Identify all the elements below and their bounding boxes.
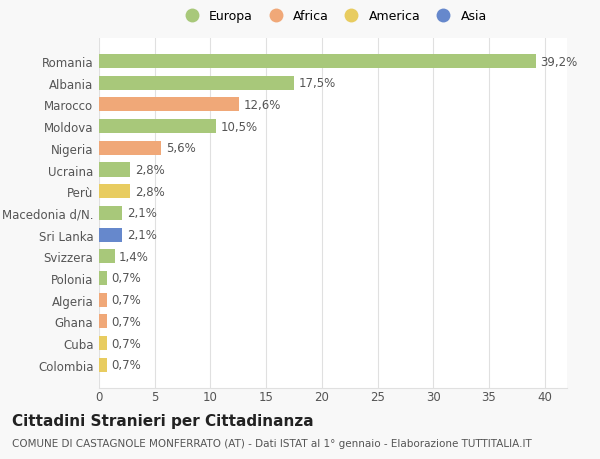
Text: COMUNE DI CASTAGNOLE MONFERRATO (AT) - Dati ISTAT al 1° gennaio - Elaborazione T: COMUNE DI CASTAGNOLE MONFERRATO (AT) - D… — [12, 438, 532, 448]
Bar — [99, 293, 107, 307]
Bar — [99, 228, 122, 242]
Text: 0,7%: 0,7% — [111, 294, 141, 307]
Bar — [99, 141, 161, 156]
Text: 0,7%: 0,7% — [111, 315, 141, 328]
Text: Cittadini Stranieri per Cittadinanza: Cittadini Stranieri per Cittadinanza — [12, 413, 314, 428]
Text: 2,1%: 2,1% — [127, 229, 157, 241]
Text: 2,1%: 2,1% — [127, 207, 157, 220]
Bar — [99, 358, 107, 372]
Bar — [99, 185, 130, 199]
Text: 17,5%: 17,5% — [298, 77, 336, 90]
Bar — [99, 55, 536, 69]
Bar — [99, 250, 115, 264]
Text: 5,6%: 5,6% — [166, 142, 196, 155]
Text: 39,2%: 39,2% — [540, 56, 578, 68]
Text: 0,7%: 0,7% — [111, 272, 141, 285]
Text: 1,4%: 1,4% — [119, 250, 149, 263]
Text: 0,7%: 0,7% — [111, 358, 141, 371]
Text: 12,6%: 12,6% — [244, 99, 281, 112]
Bar — [99, 77, 294, 90]
Bar — [99, 163, 130, 177]
Text: 2,8%: 2,8% — [134, 185, 164, 198]
Text: 0,7%: 0,7% — [111, 337, 141, 350]
Bar — [99, 314, 107, 329]
Text: 10,5%: 10,5% — [220, 120, 257, 133]
Bar — [99, 98, 239, 112]
Bar — [99, 336, 107, 350]
Bar — [99, 207, 122, 220]
Bar — [99, 271, 107, 285]
Bar — [99, 120, 216, 134]
Legend: Europa, Africa, America, Asia: Europa, Africa, America, Asia — [176, 8, 490, 26]
Text: 2,8%: 2,8% — [134, 164, 164, 177]
